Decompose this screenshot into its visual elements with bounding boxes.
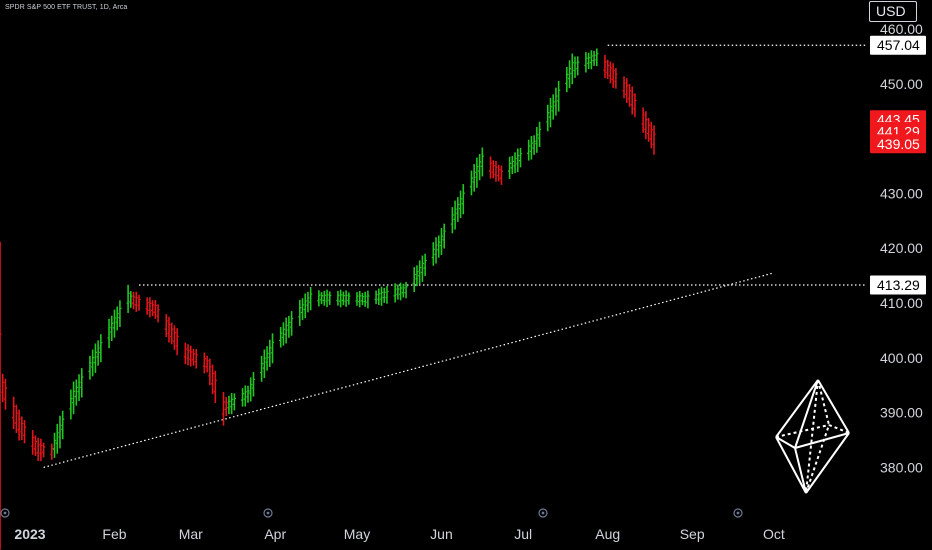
event-marker-icon[interactable] (0, 508, 10, 518)
logo-edge (794, 379, 819, 449)
price-label-text: 439.05 (877, 136, 920, 152)
price-tick-label: 410.00 (880, 295, 923, 311)
symbol-title: SPDR S&P 500 ETF TRUST, 1D, Arca (5, 4, 128, 11)
event-marker-dot (266, 511, 270, 515)
price-axis[interactable]: 460.00450.00440.00430.00420.00410.00400.… (880, 21, 923, 475)
price-label-box (870, 275, 926, 295)
currency-button[interactable]: USD (869, 1, 917, 22)
event-marker-dot (736, 511, 740, 515)
price-tick-label: 430.00 (880, 185, 923, 201)
event-marker-icon[interactable] (538, 508, 548, 518)
event-marker-dot (3, 511, 7, 515)
price-label-box (870, 134, 926, 154)
price-tick-label: 400.00 (880, 350, 923, 366)
time-tick-label: 2023 (14, 526, 45, 542)
price-tick-label: 450.00 (880, 76, 923, 92)
logo-edge (805, 432, 850, 494)
logo-edge (775, 379, 819, 438)
event-marker-icon[interactable] (263, 508, 273, 518)
event-marker-dot (541, 511, 545, 515)
time-tick-label: Feb (102, 526, 126, 542)
time-axis[interactable]: 2023 Feb Mar Apr May Jun Jul Aug Sep Oct (14, 526, 785, 542)
time-tick-label: Oct (763, 526, 785, 542)
logo-edge (775, 436, 796, 449)
time-tick-label: May (344, 526, 370, 542)
time-tick-label: Apr (264, 526, 286, 542)
price-label-text: 457.04 (877, 37, 920, 53)
price-tick-label: 390.00 (880, 405, 923, 421)
logo-edge (817, 379, 850, 434)
price-tick-label: 460.00 (880, 21, 923, 37)
logo-edge (794, 447, 807, 494)
drawn-levels (43, 44, 866, 468)
event-marker-icon[interactable] (733, 508, 743, 518)
time-tick-label: Jun (430, 526, 453, 542)
logo-axis (805, 379, 819, 494)
price-label-text: 413.29 (877, 277, 920, 293)
logo-hidden-edge (817, 379, 830, 426)
price-label-box (870, 35, 926, 55)
price-tick-label: 380.00 (880, 459, 923, 475)
logo-edge (775, 436, 807, 494)
price-tick-label: 420.00 (880, 240, 923, 256)
price-bars (0, 48, 656, 550)
logo-edge (794, 432, 850, 449)
time-tick-label: Mar (179, 526, 203, 542)
time-tick-label: Sep (680, 526, 705, 542)
time-tick-label: Aug (595, 526, 620, 542)
octahedron-logo (775, 379, 850, 494)
event-markers[interactable] (0, 508, 743, 518)
time-tick-label: Jul (514, 526, 532, 542)
